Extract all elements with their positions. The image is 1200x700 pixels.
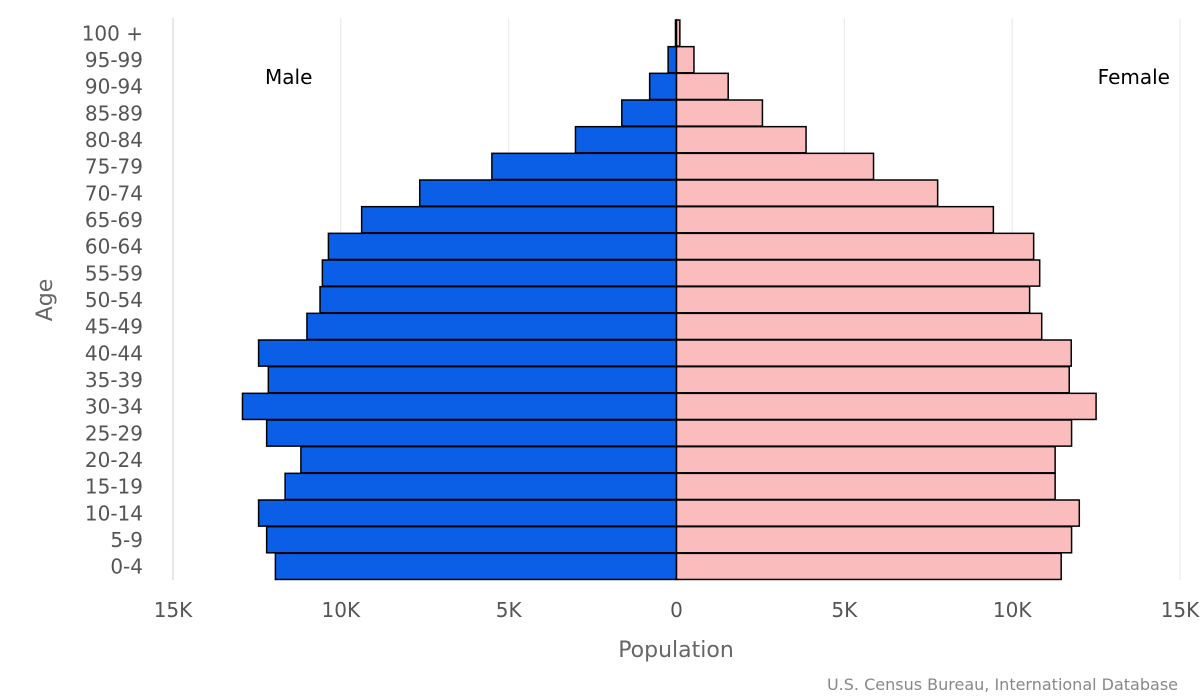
female-bar bbox=[675, 339, 1072, 367]
male-bar bbox=[265, 525, 678, 554]
female-bar bbox=[675, 445, 1056, 474]
female-bar bbox=[675, 99, 764, 127]
male-bar bbox=[300, 445, 678, 474]
bars-layer bbox=[241, 19, 1097, 581]
female-bar bbox=[675, 472, 1056, 501]
y-tick-label: 95-99 bbox=[85, 48, 143, 72]
y-tick-label: 0-4 bbox=[110, 555, 143, 579]
x-tick-label: 15K bbox=[1161, 598, 1200, 622]
male-bar bbox=[257, 499, 678, 527]
y-tick-label: 65-69 bbox=[85, 208, 143, 232]
y-tick-label: 100 + bbox=[82, 21, 143, 45]
y-tick-label: 20-24 bbox=[85, 448, 143, 472]
male-bar bbox=[306, 312, 678, 341]
y-tick-label: 35-39 bbox=[85, 368, 143, 392]
y-tick-label: 85-89 bbox=[85, 101, 143, 125]
x-tick-label: 10K bbox=[322, 598, 361, 622]
female-bar bbox=[675, 72, 729, 101]
female-bar bbox=[675, 205, 995, 234]
female-bar bbox=[675, 365, 1070, 394]
x-tick-label: 5K bbox=[496, 598, 523, 622]
y-tick-label: 50-54 bbox=[85, 288, 143, 312]
x-tick-label: 15K bbox=[154, 598, 193, 622]
y-tick-label: 15-19 bbox=[85, 475, 143, 499]
y-tick-label: 5-9 bbox=[110, 528, 143, 552]
y-tick-label: 25-29 bbox=[85, 421, 143, 445]
male-bar bbox=[257, 339, 678, 367]
male-series-label: Male bbox=[265, 65, 312, 89]
female-bar bbox=[675, 179, 939, 207]
female-bar bbox=[675, 232, 1035, 261]
female-bar bbox=[675, 285, 1031, 314]
female-bar bbox=[675, 19, 681, 47]
chart-credit: U.S. Census Bureau, International Databa… bbox=[827, 675, 1178, 694]
x-tick-label: 10K bbox=[993, 598, 1032, 622]
y-tick-label: 80-84 bbox=[85, 128, 143, 152]
male-bar bbox=[574, 125, 678, 154]
male-bar bbox=[241, 392, 678, 421]
female-bar bbox=[675, 312, 1043, 341]
male-bar bbox=[491, 152, 678, 181]
y-tick-label: 30-34 bbox=[85, 395, 143, 419]
male-bar bbox=[265, 419, 678, 447]
y-tick-label: 60-64 bbox=[85, 235, 143, 259]
x-axis-title: Population bbox=[618, 638, 734, 663]
female-bar bbox=[675, 392, 1097, 421]
male-bar bbox=[667, 45, 678, 74]
male-bar bbox=[319, 285, 678, 314]
x-tick-label: 0 bbox=[670, 598, 683, 622]
male-bar bbox=[360, 205, 678, 234]
y-tick-label: 70-74 bbox=[85, 181, 143, 205]
female-bar bbox=[675, 552, 1062, 581]
x-tick-label: 5K bbox=[831, 598, 858, 622]
y-tick-label: 90-94 bbox=[85, 75, 143, 99]
y-tick-label: 75-79 bbox=[85, 155, 143, 179]
male-bar bbox=[327, 232, 678, 261]
male-bar bbox=[267, 365, 678, 394]
male-bar bbox=[418, 179, 678, 207]
female-series-label: Female bbox=[1098, 65, 1170, 89]
y-tick-label: 10-14 bbox=[85, 501, 143, 525]
male-bar bbox=[274, 552, 678, 581]
female-bar bbox=[675, 525, 1073, 554]
y-tick-label: 55-59 bbox=[85, 261, 143, 285]
y-axis-title: Age bbox=[33, 279, 58, 322]
female-bar bbox=[675, 499, 1081, 527]
male-bar bbox=[284, 472, 678, 501]
male-bar bbox=[648, 72, 678, 101]
y-tick-label: 40-44 bbox=[85, 341, 143, 365]
female-bar bbox=[675, 125, 807, 154]
male-bar bbox=[621, 99, 678, 127]
female-bar bbox=[675, 45, 695, 74]
female-bar bbox=[675, 419, 1073, 447]
male-bar bbox=[321, 259, 678, 287]
female-bar bbox=[675, 152, 875, 181]
y-tick-label: 45-49 bbox=[85, 315, 143, 339]
female-bar bbox=[675, 259, 1041, 287]
